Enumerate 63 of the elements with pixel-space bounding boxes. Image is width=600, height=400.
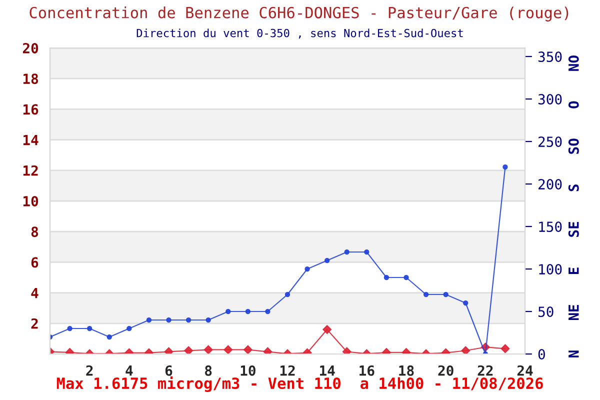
y2-tick-label: 50 bbox=[538, 306, 554, 318]
point bbox=[304, 266, 310, 272]
x-tick-label: 22 bbox=[478, 365, 493, 376]
point bbox=[324, 258, 330, 264]
point bbox=[463, 300, 468, 306]
y-tick-label: 14 bbox=[23, 134, 38, 146]
point bbox=[502, 164, 508, 170]
text: S bbox=[568, 184, 579, 192]
text: SO bbox=[568, 138, 579, 154]
point bbox=[106, 334, 112, 340]
x-tick-label: 18 bbox=[399, 365, 414, 376]
y2-tick-label: 150 bbox=[539, 222, 562, 232]
point bbox=[284, 292, 290, 298]
x-tick-label: 6 bbox=[165, 365, 172, 376]
point bbox=[86, 326, 92, 332]
chart-title: Concentration de Benzene C6H6-DONGES - Pasteur/Gare (rouge) bbox=[30, 6, 568, 22]
y-tick-label: 6 bbox=[31, 257, 38, 268]
x-tick-label: 16 bbox=[360, 365, 374, 376]
point bbox=[423, 292, 429, 298]
text: NO bbox=[568, 56, 579, 71]
y-tick-label: 4 bbox=[31, 288, 38, 298]
y-tick-label: 18 bbox=[23, 74, 38, 84]
point bbox=[404, 274, 409, 280]
text: O bbox=[568, 101, 579, 108]
y-tick-label: 12 bbox=[23, 165, 38, 176]
y2-tick-label: 0 bbox=[538, 349, 545, 360]
y-tick-label: 2 bbox=[31, 318, 38, 329]
point bbox=[384, 274, 390, 280]
x-tick-label: 10 bbox=[240, 365, 256, 376]
y-tick-label: 8 bbox=[31, 226, 38, 238]
point bbox=[186, 317, 192, 323]
x-tick-label: 20 bbox=[438, 365, 454, 376]
y-tick-label: 20 bbox=[22, 42, 38, 54]
point bbox=[344, 249, 350, 255]
point bbox=[67, 326, 72, 332]
point bbox=[126, 326, 132, 332]
text: Max 1.6175 microg/m3 - Vent 110 a 14h00 - 11/08/2026 bbox=[56, 376, 543, 392]
y2-tick-label: 200 bbox=[538, 179, 562, 190]
x-tick-label: 12 bbox=[280, 365, 295, 376]
point bbox=[206, 317, 211, 323]
text: NE bbox=[568, 305, 579, 320]
y2-tick-label: 250 bbox=[538, 136, 562, 148]
x-tick-label: 24 bbox=[517, 365, 533, 376]
point bbox=[364, 249, 370, 255]
x-tick-label: 4 bbox=[126, 366, 133, 376]
x-tick-label: 2 bbox=[86, 365, 93, 376]
y-tick-label: 10 bbox=[23, 196, 38, 206]
text: E bbox=[568, 268, 579, 274]
y-tick-label: 16 bbox=[23, 104, 38, 115]
x-tick-label: 8 bbox=[205, 365, 212, 376]
point bbox=[146, 317, 152, 323]
point bbox=[226, 308, 231, 314]
point bbox=[166, 317, 172, 323]
x-tick-label: 14 bbox=[320, 366, 335, 376]
chart-subtitle: Direction du vent 0-350 , sens Nord-Est-Sud-Ouest bbox=[136, 28, 463, 39]
y2-tick-label: 100 bbox=[539, 264, 562, 275]
y2-tick-label: 350 bbox=[538, 52, 562, 62]
point bbox=[443, 292, 448, 298]
point bbox=[245, 308, 251, 314]
y2-tick-label: 300 bbox=[538, 94, 562, 105]
text: N bbox=[568, 350, 579, 358]
point bbox=[265, 308, 270, 314]
text: SE bbox=[568, 222, 579, 237]
